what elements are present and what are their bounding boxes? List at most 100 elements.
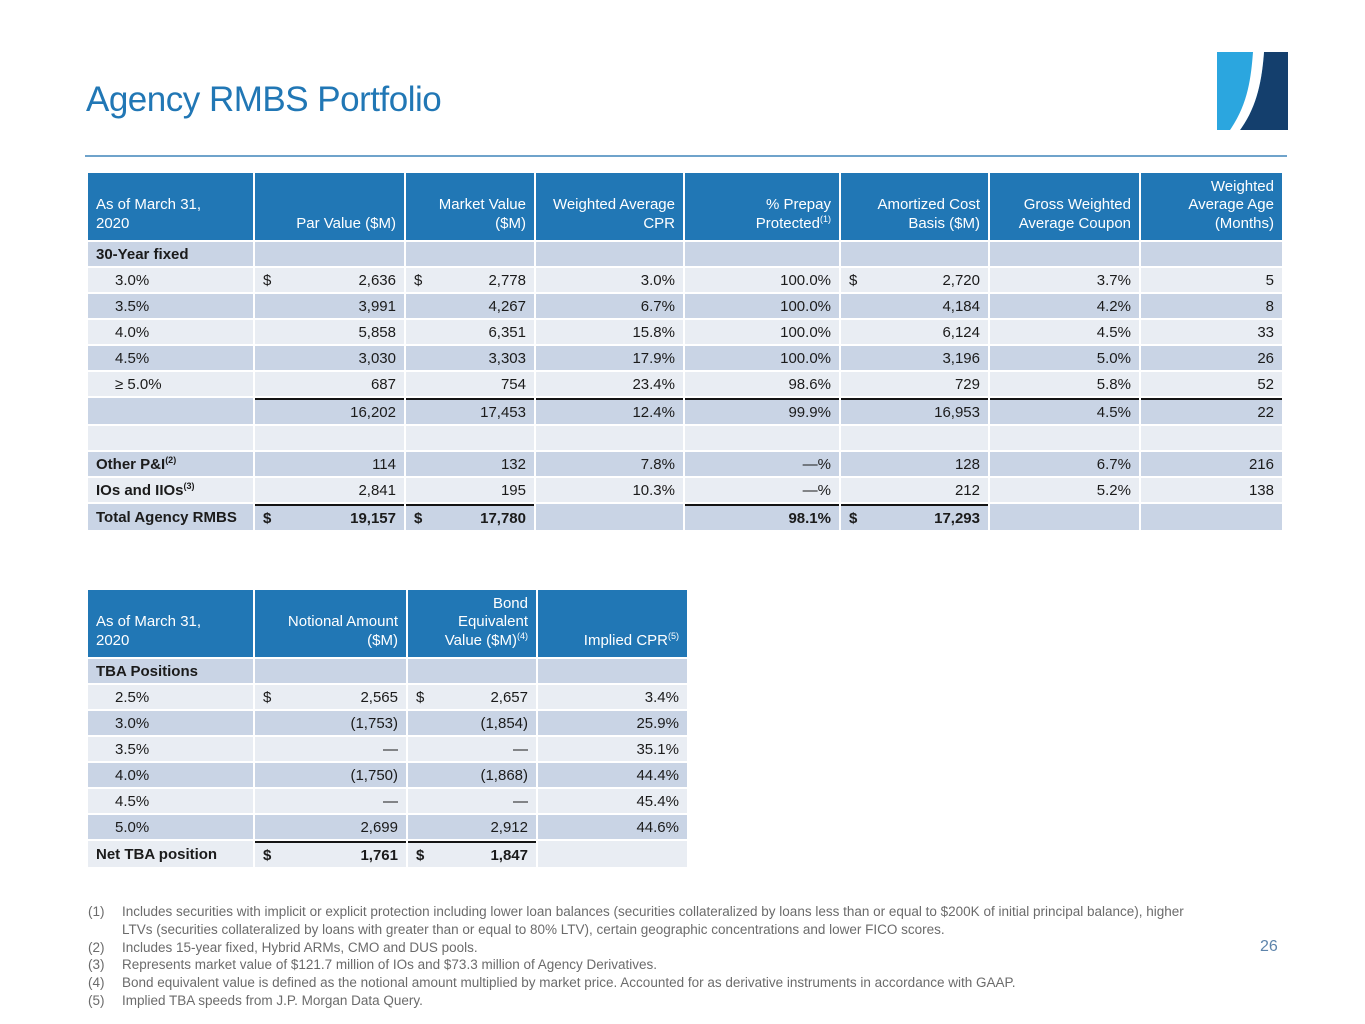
table-row <box>88 426 1282 450</box>
table-row: Total Agency RMBS $19,157 $17,780 98.1% $17,… <box>88 504 1282 530</box>
row-label: Total Agency RMBS <box>88 504 253 530</box>
table-cell: 3,303 <box>406 346 534 370</box>
dollar-sign: $ <box>414 271 423 289</box>
table-cell: 5.8% <box>990 372 1139 396</box>
footnote-number: (1) <box>88 904 105 919</box>
row-label-text: TBA Positions <box>96 662 198 680</box>
table-cell <box>538 841 687 867</box>
table-cell: 138 <box>1141 478 1282 502</box>
dollar-sign: $ <box>263 846 272 864</box>
cell-value: 16,202 <box>350 403 396 421</box>
dollar-sign: $ <box>416 846 425 864</box>
row-label: 3.5% <box>88 737 253 761</box>
row-label: 4.5% <box>88 346 253 370</box>
table-cell: 98.6% <box>685 372 839 396</box>
table-row: 4.0% (1,750) (1,868) 44.4% <box>88 763 687 787</box>
table-cell <box>406 242 534 266</box>
table-cell: 195 <box>406 478 534 502</box>
cell-value: 17,453 <box>480 403 526 421</box>
dollar-sign: $ <box>414 509 423 527</box>
table-cell: 100.0% <box>685 294 839 318</box>
cell-value: 114 <box>372 455 396 473</box>
table-cell <box>255 659 406 683</box>
table-cell: 6,351 <box>406 320 534 344</box>
cell-value: —% <box>802 455 831 473</box>
table-cell: 22 <box>1141 398 1282 424</box>
table-cell <box>841 426 988 450</box>
dollar-sign: $ <box>849 271 858 289</box>
cell-value: (1,750) <box>350 766 398 784</box>
cell-value: 6,351 <box>488 323 526 341</box>
cell-value: 138 <box>1248 481 1274 499</box>
table-cell: 44.4% <box>538 763 687 787</box>
table-cell: $2,565 <box>255 685 406 709</box>
table-cell: $2,657 <box>408 685 536 709</box>
table-cell: $2,720 <box>841 268 988 292</box>
header-row: As of March 31, 2020 Notional Amount ($M)… <box>88 590 687 657</box>
cell-value: 3.4% <box>644 688 679 706</box>
footnote-text: Bond equivalent value is defined as the … <box>122 975 1016 991</box>
table-cell: 5.0% <box>990 346 1139 370</box>
table-cell <box>1141 504 1282 530</box>
footnote-ref: (1) <box>820 213 831 224</box>
footnote-ref: (4) <box>517 630 528 641</box>
row-label: Other P&I(2) <box>88 452 253 476</box>
cell-value: 2,565 <box>360 688 398 706</box>
footnote-text: Implied TBA speeds from J.P. Morgan Data… <box>122 993 423 1009</box>
table-cell: 3.7% <box>990 268 1139 292</box>
cell-value: 17,293 <box>934 509 980 527</box>
table-cell: 17,453 <box>406 398 534 424</box>
cell-value: 26 <box>1257 349 1274 367</box>
column-header: As of March 31, 2020 <box>88 173 253 240</box>
cell-value: — <box>383 740 398 758</box>
column-header-label: Amortized Cost Basis ($M) <box>877 196 980 232</box>
cell-value: 6.7% <box>640 297 675 315</box>
table-cell: 100.0% <box>685 320 839 344</box>
cell-value: 100.0% <box>780 297 831 315</box>
table-cell: 3,196 <box>841 346 988 370</box>
cell-value: 98.1% <box>788 509 831 527</box>
table-cell: 2,912 <box>408 815 536 839</box>
table2-grid: As of March 31, 2020 Notional Amount ($M)… <box>86 588 689 869</box>
dollar-sign: $ <box>263 271 272 289</box>
table-cell: 4.5% <box>990 398 1139 424</box>
table-cell: 4.5% <box>990 320 1139 344</box>
table-cell <box>685 242 839 266</box>
cell-value: — <box>513 740 528 758</box>
cell-value: —% <box>802 481 831 499</box>
footnote: (5) Implied TBA speeds from J.P. Morgan D… <box>88 992 1216 1010</box>
table-cell: 33 <box>1141 320 1282 344</box>
table-cell: — <box>408 737 536 761</box>
cell-value: 4.5% <box>1096 323 1131 341</box>
title-divider <box>85 155 1287 157</box>
cell-value: 128 <box>954 455 980 473</box>
footnote: (3) Represents market value of $121.7 mil… <box>88 956 1216 974</box>
row-label: 2.5% <box>88 685 253 709</box>
table-cell: 4,184 <box>841 294 988 318</box>
table-cell: 35.1% <box>538 737 687 761</box>
table-cell: 6,124 <box>841 320 988 344</box>
row-label-text: 3.0% <box>115 271 150 289</box>
table-cell <box>685 426 839 450</box>
table-cell: $1,761 <box>255 841 406 867</box>
table-cell <box>990 504 1139 530</box>
table-row: 2.5% $2,565 $2,657 3.4% <box>88 685 687 709</box>
row-label-text: IOs and IIOs <box>96 481 184 499</box>
cell-value: 754 <box>500 375 526 393</box>
footnote-ref: (2) <box>165 454 177 465</box>
cell-value: 5 <box>1265 271 1274 289</box>
table-cell <box>408 659 536 683</box>
row-label-text: Total Agency RMBS <box>96 508 237 526</box>
table-cell: $2,636 <box>255 268 404 292</box>
table-cell: 100.0% <box>685 346 839 370</box>
table-cell: 5 <box>1141 268 1282 292</box>
cell-value: 15.8% <box>632 323 675 341</box>
cell-value: — <box>513 792 528 810</box>
cell-value: 5.2% <box>1096 481 1131 499</box>
table-cell: (1,750) <box>255 763 406 787</box>
table-cell: 10.3% <box>536 478 683 502</box>
column-header-label: Gross Weighted Average Coupon <box>1018 196 1131 232</box>
column-header-label: Bond Equivalent Value ($M) <box>444 595 528 649</box>
table-cell <box>536 504 683 530</box>
row-label-text: 3.5% <box>115 740 150 758</box>
